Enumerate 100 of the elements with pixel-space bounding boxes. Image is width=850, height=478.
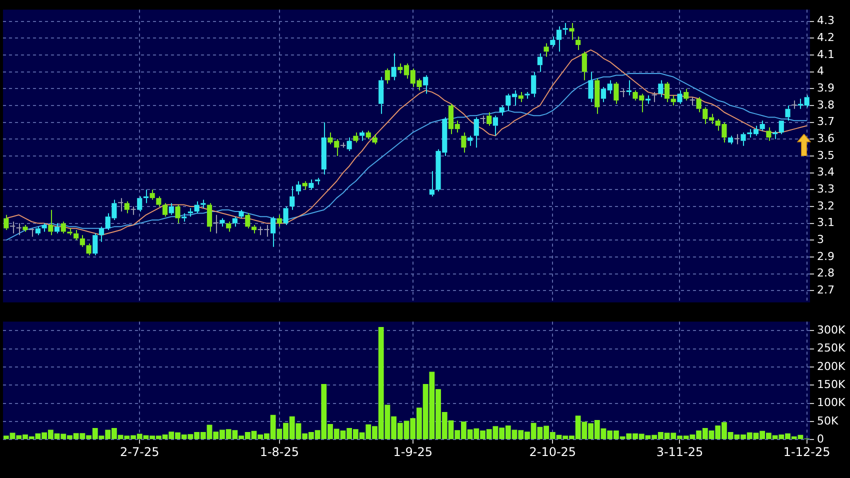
x-tick-label: 2-10-25 bbox=[529, 444, 576, 459]
candlestick bbox=[220, 218, 225, 228]
candlestick bbox=[359, 130, 365, 142]
candlestick bbox=[162, 202, 168, 218]
candlestick bbox=[137, 196, 142, 212]
candlestick bbox=[760, 120, 765, 132]
x-tick-label: 1-9-25 bbox=[393, 444, 432, 459]
candlestick bbox=[614, 81, 619, 104]
candlestick bbox=[35, 226, 40, 236]
y-tick-label: 3 bbox=[817, 232, 824, 246]
y-tick-label: 2.9 bbox=[817, 250, 834, 263]
y-tick-label: 4.3 bbox=[817, 14, 834, 28]
candlestick bbox=[492, 115, 498, 136]
candlestick bbox=[518, 92, 524, 103]
candlestick bbox=[98, 226, 104, 242]
candlestick bbox=[461, 132, 466, 154]
candlestick bbox=[594, 78, 600, 114]
candlestick bbox=[251, 224, 257, 234]
y-tick-label: 0 bbox=[817, 432, 824, 446]
y-tick-label: 3.2 bbox=[817, 199, 834, 212]
candlestick bbox=[48, 209, 54, 236]
y-tick-label: 3.3 bbox=[817, 182, 834, 196]
candlestick bbox=[524, 92, 530, 100]
y-tick-label: 100K bbox=[817, 396, 846, 410]
y-tick-label: 3.9 bbox=[817, 82, 834, 95]
candlestick bbox=[474, 116, 479, 148]
candlestick bbox=[276, 214, 282, 228]
candlestick bbox=[206, 202, 212, 232]
candlestick bbox=[384, 68, 390, 84]
candlestick bbox=[499, 105, 504, 116]
candlestick bbox=[582, 51, 587, 81]
candlestick bbox=[550, 36, 556, 48]
y-tick-label: 2.8 bbox=[817, 266, 834, 280]
candlestick bbox=[785, 105, 790, 122]
y-tick-label: 3.4 bbox=[817, 166, 834, 179]
candlestick bbox=[54, 222, 60, 234]
candlestick bbox=[740, 132, 746, 146]
candlestick bbox=[766, 126, 772, 142]
candlestick bbox=[245, 212, 250, 229]
candlestick bbox=[378, 76, 384, 114]
candlestick bbox=[569, 22, 574, 40]
candlestick bbox=[226, 221, 232, 232]
candlestick bbox=[42, 222, 47, 232]
candlestick bbox=[429, 170, 434, 197]
candlestick bbox=[480, 115, 486, 125]
candlestick bbox=[588, 71, 594, 103]
y-tick-label: 3.6 bbox=[817, 132, 834, 146]
candlestick bbox=[391, 52, 396, 81]
y-tick-label: 4 bbox=[817, 64, 824, 78]
candlestick bbox=[372, 134, 378, 145]
candlestick bbox=[150, 189, 155, 200]
candlestick bbox=[684, 88, 689, 101]
candlestick bbox=[537, 52, 542, 72]
y-tick-label: 50K bbox=[817, 414, 839, 428]
candlestick bbox=[60, 221, 66, 234]
candlestick bbox=[728, 135, 734, 145]
candlestick bbox=[677, 90, 682, 104]
candlestick bbox=[67, 228, 72, 236]
x-tick-label: 2-7-25 bbox=[120, 444, 160, 459]
y-tick-label: 2.7 bbox=[817, 283, 834, 296]
candlestick bbox=[194, 200, 200, 214]
y-tick-label: 4.1 bbox=[817, 48, 834, 61]
candlestick bbox=[74, 230, 79, 241]
candlestick bbox=[283, 206, 288, 226]
candlestick bbox=[270, 216, 276, 248]
candlestick bbox=[486, 112, 492, 126]
candlestick bbox=[124, 200, 130, 214]
candlestick bbox=[346, 136, 352, 152]
candlestick bbox=[156, 196, 162, 207]
candlestick bbox=[696, 96, 702, 113]
candlestick bbox=[562, 22, 568, 36]
candlestick bbox=[22, 224, 28, 232]
candlestick bbox=[238, 209, 244, 219]
candlestick bbox=[366, 130, 371, 140]
candlestick bbox=[531, 71, 536, 98]
candlestick bbox=[232, 216, 238, 228]
candlestick bbox=[4, 214, 9, 231]
candlestick bbox=[576, 36, 581, 50]
candlestick bbox=[468, 135, 473, 146]
candlestick bbox=[664, 81, 670, 103]
candlestick bbox=[182, 212, 187, 222]
candlestick bbox=[302, 180, 308, 190]
candlestick bbox=[321, 122, 326, 176]
x-tick-label: 1-8-25 bbox=[260, 444, 300, 459]
y-tick-label: 3.1 bbox=[817, 216, 834, 230]
candlestick bbox=[290, 186, 295, 210]
y-tick-label: 150K bbox=[817, 378, 846, 391]
candlestick bbox=[92, 232, 98, 256]
x-tick-label: 3-11-25 bbox=[656, 444, 704, 459]
candlestick bbox=[308, 179, 314, 190]
candlestick bbox=[80, 234, 85, 248]
candlestick bbox=[175, 204, 180, 224]
y-tick-label: 4.2 bbox=[817, 31, 834, 44]
candlestick bbox=[423, 74, 428, 94]
y-tick-label: 3.7 bbox=[817, 115, 834, 128]
candlestick bbox=[556, 26, 562, 52]
x-tick-label: 1-12-25 bbox=[783, 444, 830, 459]
y-tick-label: 3.8 bbox=[817, 98, 834, 112]
candlestick bbox=[658, 80, 664, 98]
y-tick-label: 200K bbox=[817, 360, 846, 373]
